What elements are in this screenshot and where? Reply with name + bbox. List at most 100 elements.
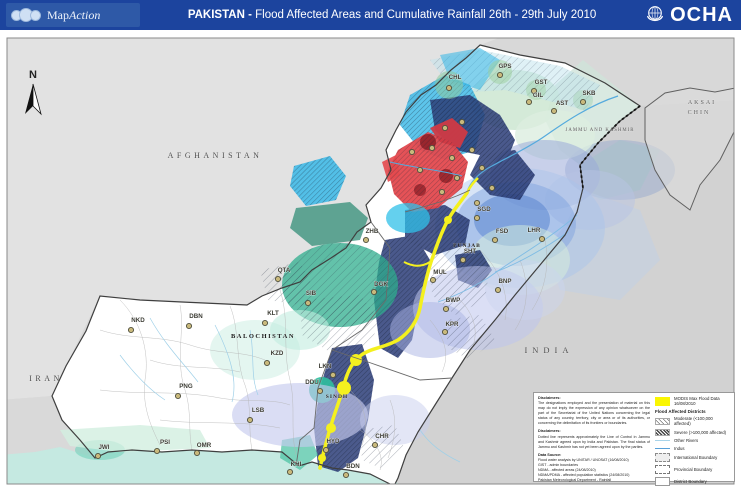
mapaction-logo: MapAction: [6, 3, 140, 27]
aksai-chin-outline: [644, 87, 734, 211]
legend-item: Provincial Boundary: [655, 465, 730, 475]
city-marker: [496, 71, 504, 79]
city-label: AST: [556, 100, 569, 107]
city-label: BNP: [498, 278, 511, 285]
city-label: PNG: [179, 383, 193, 390]
city-marker: [342, 471, 350, 479]
disclaimer-title: Disclaimers:: [538, 396, 561, 400]
region-labels: AFGHANISTAN IRAN INDIA BALOCHISTAN PUNJAB SIN…: [29, 100, 714, 401]
city-label: KPR: [445, 321, 459, 328]
city-label: BWP: [446, 297, 460, 304]
map-title: PAKISTAN - Flood Affected Areas and Cumu…: [140, 9, 644, 21]
mapaction-word-map: Map: [47, 7, 69, 22]
city-label: KLT: [267, 310, 279, 317]
city-label: CHL: [449, 74, 462, 81]
city-marker: [263, 359, 271, 367]
legend-item: Other Rivers: [655, 438, 730, 443]
box-intl-swatch: [655, 453, 670, 463]
city-marker: [316, 387, 324, 395]
legend-item-label: Severe (>100,000 affected): [674, 429, 727, 435]
city-label: DBN: [189, 313, 203, 320]
city-label: LKN: [319, 363, 332, 370]
city-marker: [185, 322, 193, 330]
city-label: SIB: [306, 290, 317, 297]
legend-item-label: District Boundary: [674, 478, 707, 484]
city-label: JWI: [98, 444, 109, 451]
city-marker: [491, 236, 499, 244]
legend-items: MODIS Max Flood Data 16/08/2010 Flood Aff…: [655, 396, 730, 486]
ocha-logo: OCHA: [644, 3, 733, 27]
region-label: AFGHANISTAN: [168, 151, 263, 160]
ocha-wordmark: OCHA: [670, 3, 733, 26]
mapaction-word-action: Action: [69, 7, 101, 22]
legend-item: Indus: [655, 446, 730, 451]
svg-text:N: N: [29, 69, 37, 81]
mapaction-wordmark: MapAction: [47, 8, 100, 23]
un-emblem-icon: [647, 6, 664, 22]
city-label: DDU: [305, 379, 319, 386]
city-marker: [459, 256, 467, 264]
legend-item: MODIS Max Flood Data 16/08/2010: [655, 396, 730, 406]
city-marker: [438, 188, 446, 196]
city-marker: [329, 371, 337, 379]
city-label: LHR: [528, 227, 541, 234]
disclaimer-body: The designations employed and the presen…: [538, 401, 650, 426]
region-label: JAMMU AND KASHMIR: [566, 128, 635, 133]
legend-item-label: Other Rivers: [674, 438, 699, 444]
legend-item: Severe (>100,000 affected): [655, 428, 730, 436]
city-label: OMR: [197, 442, 212, 449]
legend-item: International Boundary: [655, 453, 730, 463]
city-marker: [246, 416, 254, 424]
map-title-subject: Flood Affected Areas and Cumulative Rain…: [251, 9, 597, 21]
line-blue-swatch: [655, 447, 670, 450]
legend-item-label: Indus: [674, 445, 685, 451]
city-label: QTA: [278, 267, 291, 274]
globe-icon: [30, 9, 41, 21]
afghanistan-region: [7, 38, 499, 400]
legend-item-label: Provincial Boundary: [674, 467, 713, 473]
city-marker: [448, 154, 456, 162]
legend-item: District Boundary: [655, 476, 730, 486]
city-marker: [488, 184, 496, 192]
city-label: DGK: [374, 281, 388, 288]
city-label: HYD: [326, 438, 340, 445]
international-boundary: [51, 44, 642, 484]
legend-item-label: International Boundary: [674, 455, 718, 461]
city-label: GST: [535, 79, 548, 86]
city-marker: [153, 447, 161, 455]
map-frame: [6, 37, 735, 485]
city-label: GPS: [498, 63, 511, 70]
legend-item: Moderate (<100,000 affected): [655, 416, 730, 426]
region-label: IRAN: [29, 374, 63, 383]
region-label: PUNJAB: [453, 243, 481, 249]
city-marker: [468, 146, 476, 154]
city-marker: [261, 319, 269, 327]
city-label: ZHB: [366, 228, 379, 235]
city-marker: [408, 148, 416, 156]
city-marker: [445, 84, 453, 92]
datasource-title: Data Source:: [538, 452, 562, 457]
legend-disclaimers: Disclaimers: The designations employed a…: [538, 396, 650, 482]
city-label: MUL: [433, 269, 447, 276]
other-rivers: [119, 317, 461, 463]
map-content: N AFGHANISTANIRANINDIABALOCHISTANPUNJABS…: [7, 38, 734, 484]
city-marker: [478, 164, 486, 172]
city-marker: [530, 87, 538, 95]
map-canvas: N AFGHANISTAN IRAN INDIA BALOCHISTAN PUNJAB S…: [0, 30, 741, 486]
city-marker: [193, 449, 201, 457]
city-marker: [127, 326, 135, 334]
city-marker: [458, 118, 466, 126]
city-marker: [538, 235, 546, 243]
region-label: INDIA: [524, 345, 573, 355]
city-marker: [441, 328, 449, 336]
indus-river: [466, 95, 619, 193]
city-marker: [94, 452, 102, 460]
city-label: SHT: [464, 248, 477, 255]
city-label: SKB: [582, 90, 596, 97]
map-title-country: PAKISTAN -: [187, 9, 252, 21]
hatch-dense-swatch: [655, 428, 670, 436]
modis-flood-trace: [318, 177, 479, 470]
map-svg: N AFGHANISTANIRANINDIABALOCHISTANPUNJABS…: [6, 37, 735, 485]
line-light-swatch: [655, 440, 670, 442]
